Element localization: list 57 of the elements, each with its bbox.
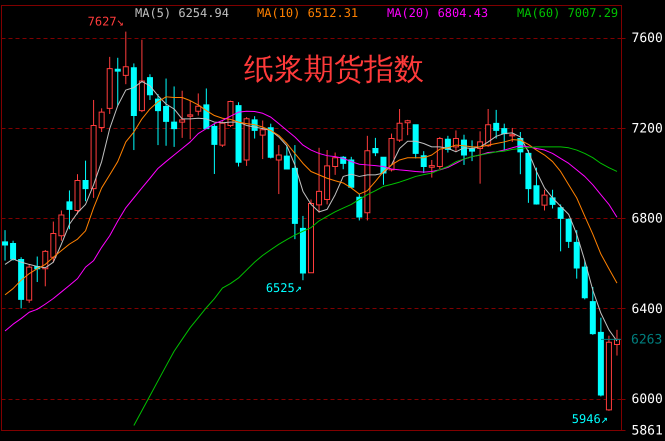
annotation: 5946↗ — [572, 412, 608, 426]
candlestick — [404, 119, 411, 136]
y-tick-label: 6800 — [632, 212, 663, 227]
text: MA(5) 6254.94 — [135, 6, 229, 20]
candlestick — [66, 190, 72, 230]
candlestick — [428, 159, 435, 178]
text: MA(20) 6804.43 — [387, 6, 488, 20]
text: MA(60) 7007.29 — [517, 6, 618, 20]
candlestick — [155, 94, 162, 146]
candlestick — [566, 218, 572, 248]
candlestick — [114, 57, 121, 106]
candlestick — [396, 108, 403, 142]
candlestick — [260, 120, 266, 160]
candlestick — [195, 92, 202, 116]
candlestick — [2, 230, 8, 262]
candlestick — [558, 204, 564, 252]
candlestick — [163, 78, 170, 146]
candlestick — [493, 109, 500, 140]
candlestick — [550, 189, 556, 209]
candlestick — [485, 108, 492, 148]
candlestick — [219, 120, 226, 148]
candlestick — [356, 194, 362, 221]
candlestick — [452, 130, 459, 152]
y-tick-label: 7600 — [632, 31, 663, 46]
annotation: 7627↘ — [88, 14, 124, 29]
candlestick — [58, 210, 64, 242]
candlestick — [420, 150, 427, 174]
candlestick — [171, 86, 178, 148]
candlestick — [372, 137, 378, 157]
candlestick — [276, 144, 282, 195]
candlestick — [187, 100, 194, 140]
candlestick — [469, 140, 476, 162]
candlestick — [332, 152, 338, 176]
ref-line-label: 6263 — [631, 332, 662, 348]
candlestick — [82, 160, 89, 202]
candlestick — [122, 31, 129, 85]
candlestick — [284, 145, 290, 170]
candlestick — [146, 74, 153, 100]
line-series — [4, 110, 618, 332]
candlestick — [542, 189, 548, 212]
y-tick-label: 5861 — [632, 424, 663, 438]
y-tick-label: 7200 — [632, 121, 663, 136]
candlestick — [98, 108, 105, 133]
y-tick-label: 6000 — [632, 392, 663, 408]
candlestick — [179, 90, 186, 138]
candlestick — [316, 147, 322, 214]
text: MA(10) 6512.31 — [257, 6, 358, 20]
candlestick — [10, 240, 16, 262]
candlestick — [509, 127, 516, 142]
candlestick — [211, 123, 218, 174]
candlestick — [50, 221, 56, 263]
y-tick-label: 6400 — [632, 302, 663, 317]
text: 纸浆期货指数 — [244, 52, 424, 87]
line-series — [4, 96, 618, 296]
candlestick — [501, 123, 508, 151]
annotation: 6525↗ — [266, 281, 302, 296]
candlestick — [533, 167, 540, 206]
